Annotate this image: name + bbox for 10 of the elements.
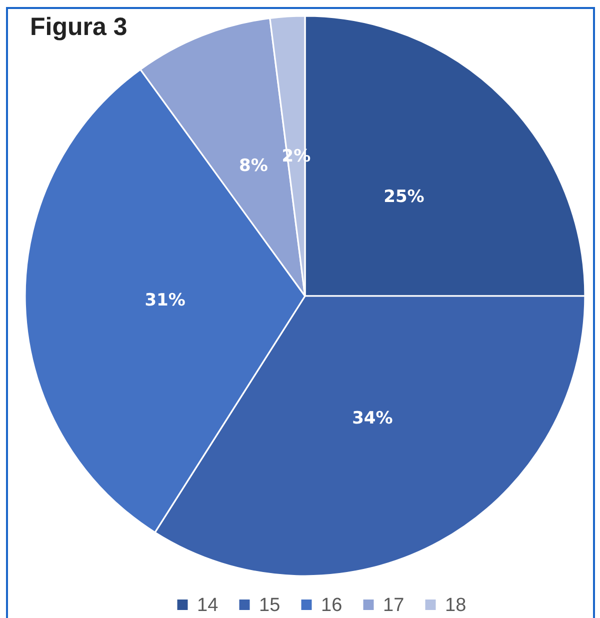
legend-label: 15 xyxy=(259,594,280,616)
data-label: 31% xyxy=(144,290,186,310)
legend-label: 14 xyxy=(197,594,219,616)
data-label: 25% xyxy=(384,187,424,208)
legend-label: 18 xyxy=(445,594,466,616)
data-label: 34% xyxy=(352,408,393,429)
data-label: 8% xyxy=(239,156,268,176)
legend-label: 16 xyxy=(321,594,342,616)
chart-title: Figura 3 xyxy=(30,12,128,41)
legend-label: 17 xyxy=(383,594,404,616)
